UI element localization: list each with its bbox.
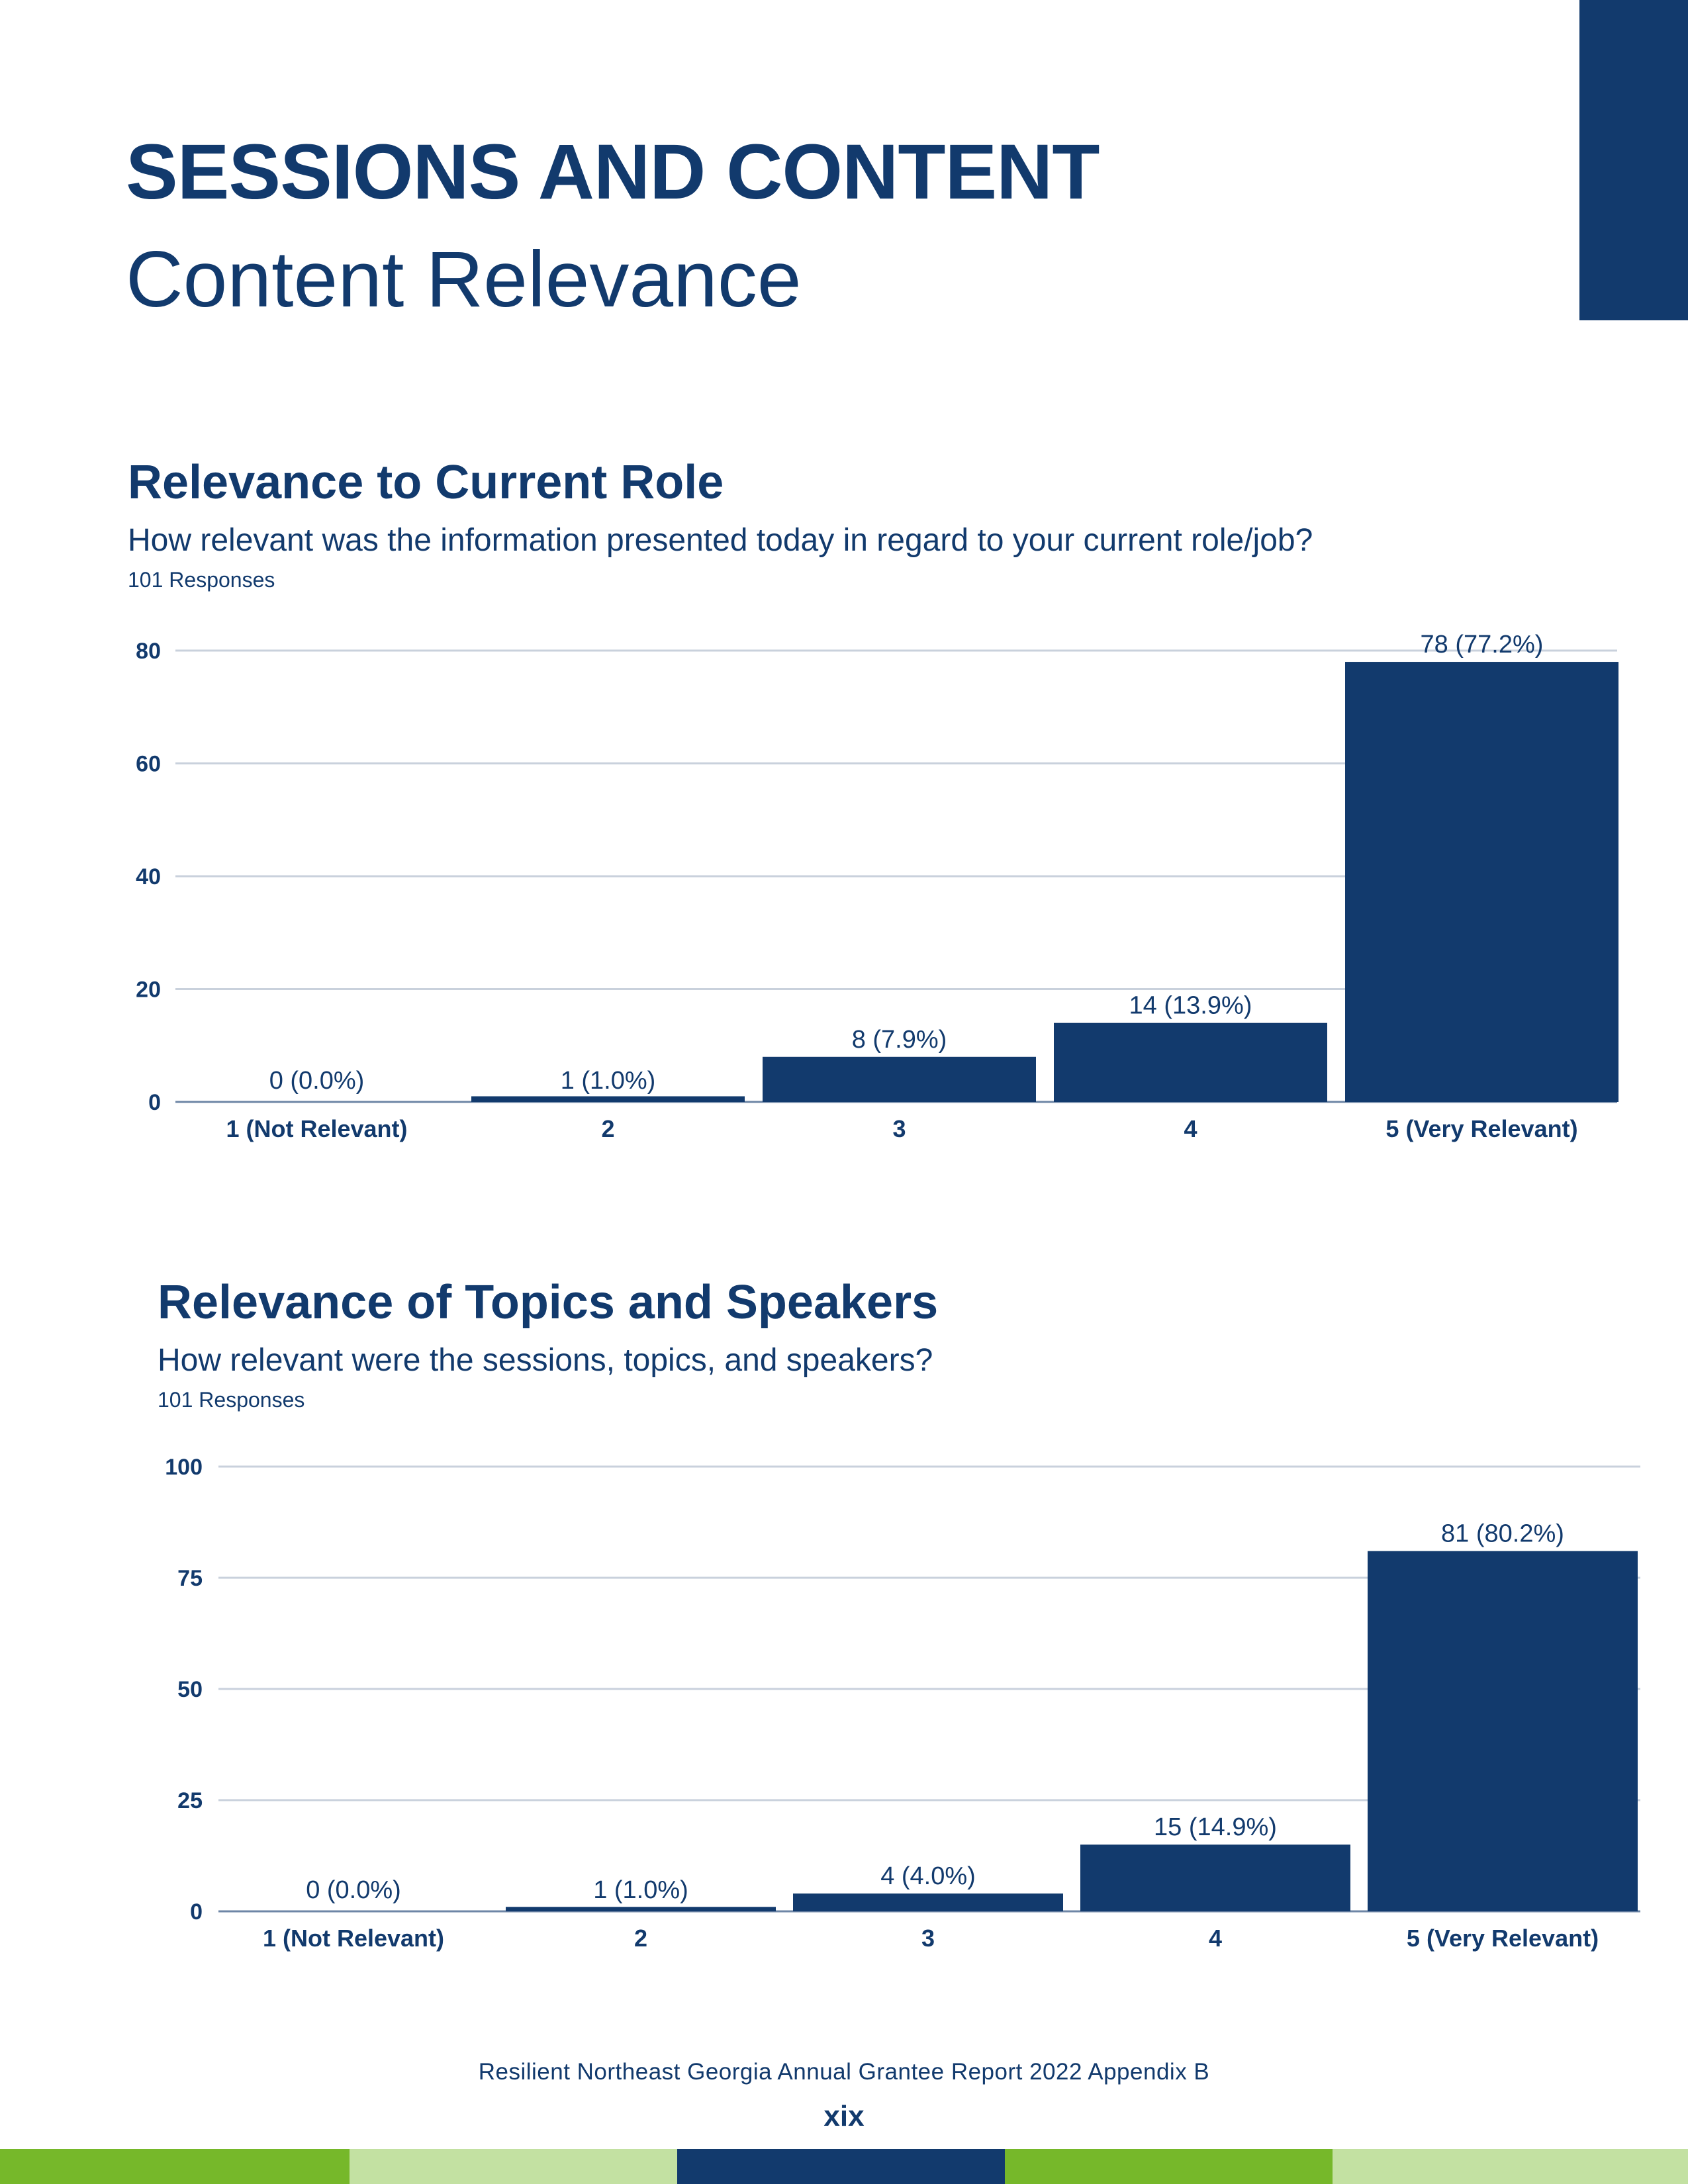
- chart-question: How relevant were the sessions, topics, …: [158, 1343, 933, 1378]
- bar: [763, 1056, 1036, 1102]
- footer-color-stripes: [0, 2149, 1688, 2184]
- data-label: 1 (1.0%): [593, 1876, 688, 1904]
- chart-title: Relevance to Current Role: [128, 456, 724, 509]
- bar: [1080, 1844, 1350, 1911]
- data-label: 78 (77.2%): [1421, 631, 1544, 659]
- y-tick-label: 75: [177, 1566, 203, 1591]
- page-number: xix: [823, 2100, 865, 2132]
- bar: [471, 1096, 745, 1102]
- bar: [1345, 662, 1618, 1102]
- data-label: 81 (80.2%): [1441, 1520, 1564, 1548]
- bar: [506, 1907, 776, 1911]
- page-heading: SESSIONS AND CONTENT: [126, 128, 1100, 216]
- response-count: 101 Responses: [158, 1388, 305, 1412]
- y-tick-label: 40: [136, 864, 161, 889]
- x-tick-label: 5 (Very Relevant): [1385, 1115, 1577, 1142]
- bar: [1054, 1023, 1327, 1102]
- footer-stripe: [350, 2149, 677, 2184]
- bar-chart-current-role: 0 20 40 60 80 0 (0.0%) 1 (Not Relevant) 1 (1.0%…: [136, 631, 1618, 1142]
- x-tick-label: 3: [921, 1925, 935, 1952]
- data-label: 0 (0.0%): [306, 1876, 401, 1904]
- y-tick-label: 20: [136, 978, 161, 1003]
- data-label: 4 (4.0%): [880, 1862, 976, 1890]
- data-label: 1 (1.0%): [561, 1067, 656, 1095]
- data-label: 14 (13.9%): [1129, 992, 1252, 1020]
- data-label: 15 (14.9%): [1154, 1813, 1277, 1841]
- footer-stripe: [1333, 2149, 1688, 2184]
- y-tick-label: 60: [136, 752, 161, 777]
- bar: [793, 1893, 1063, 1911]
- x-tick-label: 1 (Not Relevant): [263, 1925, 444, 1952]
- y-tick-label: 80: [136, 639, 161, 664]
- x-tick-label: 5 (Very Relevant): [1407, 1925, 1599, 1952]
- x-tick-label: 4: [1184, 1115, 1197, 1142]
- y-tick-label: 0: [190, 1899, 203, 1925]
- x-tick-label: 3: [892, 1115, 906, 1142]
- y-tick-label: 50: [177, 1677, 203, 1702]
- x-tick-label: 1 (Not Relevant): [226, 1115, 407, 1142]
- footer-stripe: [677, 2149, 1005, 2184]
- response-count: 101 Responses: [128, 568, 275, 592]
- footer-stripe: [0, 2149, 350, 2184]
- data-label: 0 (0.0%): [269, 1067, 365, 1095]
- corner-accent-block: [1579, 0, 1688, 320]
- x-tick-label: 4: [1209, 1925, 1222, 1952]
- x-tick-label: 2: [634, 1925, 647, 1952]
- bar-chart-topics-speakers: 0 25 50 75 100 0 (0.0%) 1 (Not Relevant) 1 (1.0…: [165, 1455, 1640, 1952]
- data-label: 8 (7.9%): [852, 1026, 947, 1054]
- footer-stripe: [1005, 2149, 1333, 2184]
- chart-title: Relevance of Topics and Speakers: [158, 1276, 939, 1329]
- y-tick-label: 100: [165, 1455, 203, 1480]
- chart-question: How relevant was the information present…: [128, 523, 1313, 558]
- x-tick-label: 2: [601, 1115, 614, 1142]
- y-tick-label: 25: [177, 1788, 203, 1813]
- y-tick-label: 0: [148, 1090, 161, 1115]
- bar: [1368, 1551, 1638, 1911]
- page-subheading: Content Relevance: [126, 235, 802, 324]
- footer-text: Resilient Northeast Georgia Annual Grant…: [478, 2059, 1210, 2085]
